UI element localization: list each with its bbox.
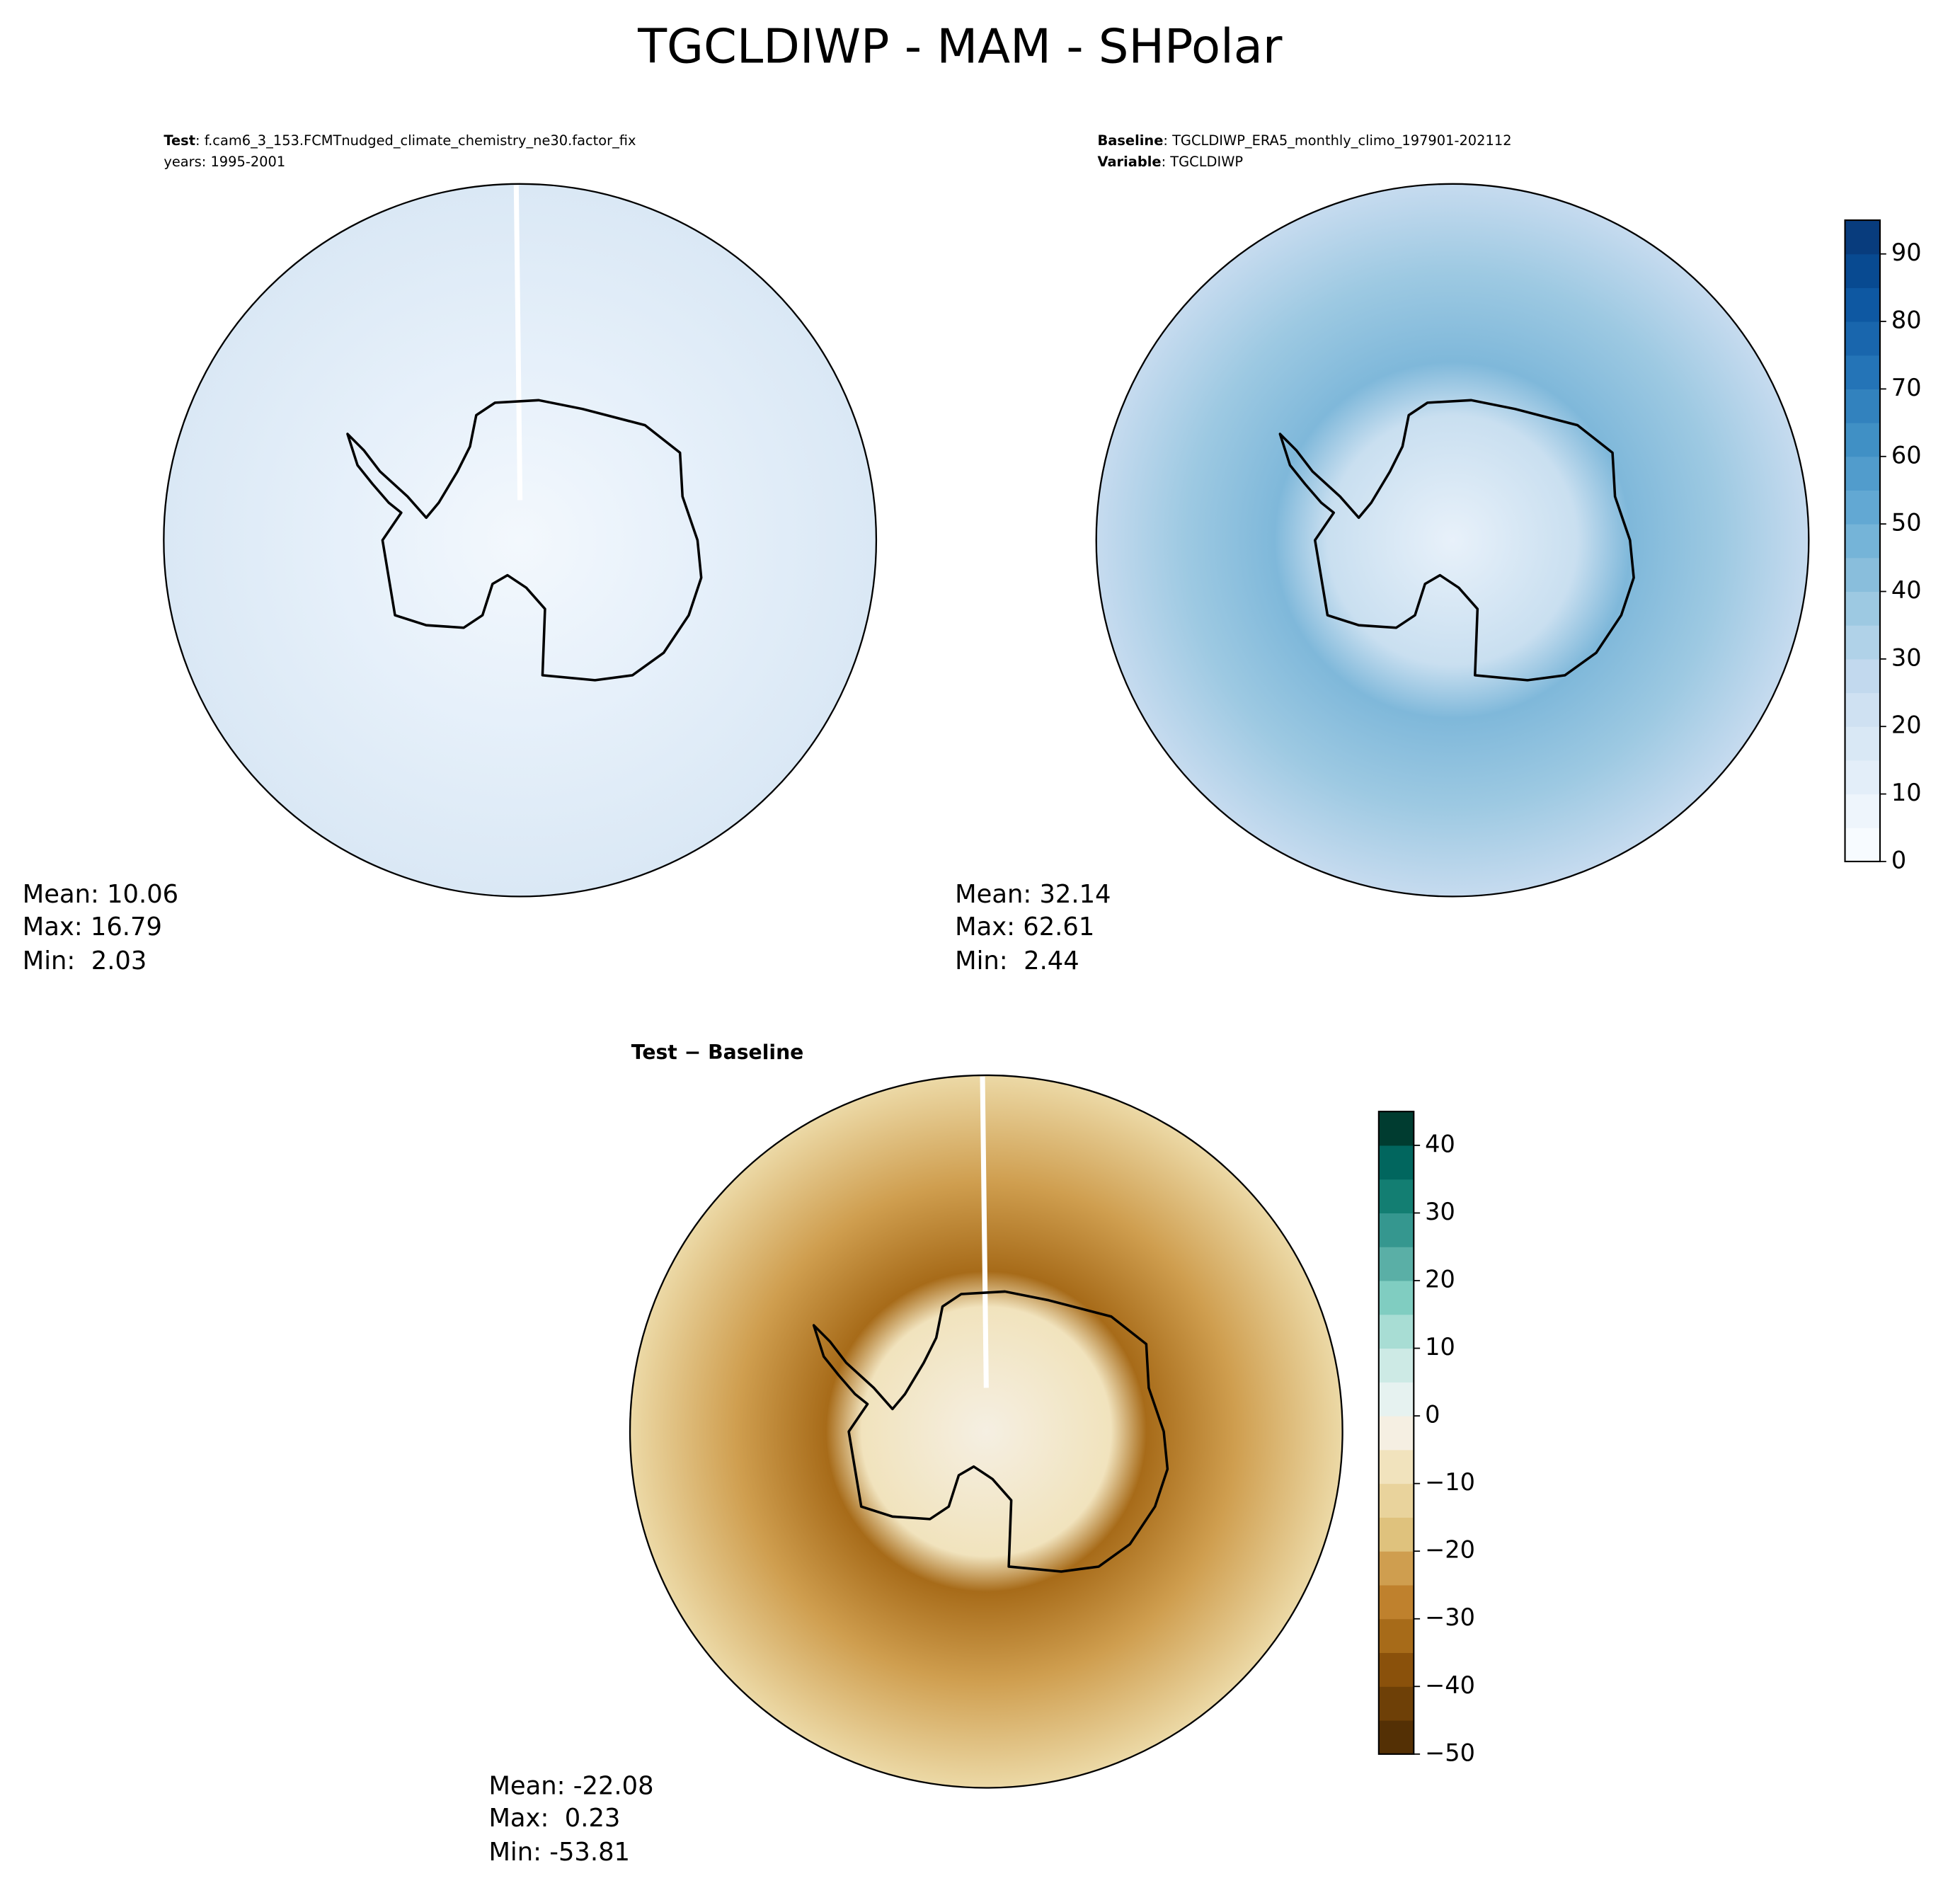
stat: Mean: 10.06 bbox=[23, 880, 178, 909]
colorbar-tick-label: 50 bbox=[1891, 509, 1922, 537]
stat: Max: 16.79 bbox=[23, 912, 162, 942]
stat: Max: 62.61 bbox=[955, 912, 1094, 942]
header-label: Variable bbox=[1097, 154, 1161, 170]
colorbar-level bbox=[1845, 253, 1880, 288]
colorbar-level bbox=[1378, 1551, 1414, 1586]
colorbar-level bbox=[1378, 1247, 1414, 1281]
colorbar-tick-label: 10 bbox=[1425, 1333, 1455, 1361]
colorbar-level bbox=[1378, 1111, 1414, 1146]
colorbar-level bbox=[1845, 760, 1880, 795]
colorbar-level bbox=[1845, 625, 1880, 660]
header-text: : TGCLDIWP bbox=[1162, 154, 1244, 170]
colorbar-tick-label: −50 bbox=[1425, 1739, 1475, 1766]
panel-header: Test: f.cam6_3_153.FCMTnudged_climate_ch… bbox=[164, 132, 636, 149]
colorbar-tick-label: 10 bbox=[1891, 779, 1922, 806]
colorbar-level bbox=[1378, 1686, 1414, 1721]
colorbar-level bbox=[1845, 557, 1880, 593]
colorbar-tick-label: 30 bbox=[1891, 643, 1922, 671]
stat: Mean: -22.08 bbox=[488, 1771, 653, 1800]
colorbar-level bbox=[1378, 1618, 1414, 1654]
colorbar-level bbox=[1378, 1382, 1414, 1417]
header-label: Baseline bbox=[1097, 132, 1163, 149]
colorbar-level bbox=[1845, 456, 1880, 491]
colorbar-level bbox=[1378, 1416, 1414, 1451]
header-text: : f.cam6_3_153.FCMTnudged_climate_chemis… bbox=[195, 132, 636, 149]
colorbar-level bbox=[1845, 423, 1880, 457]
map-panel-2: Baseline: TGCLDIWP_ERA5_monthly_climo_19… bbox=[955, 132, 1810, 976]
colorbar-frame bbox=[1844, 219, 1881, 863]
panel-header: Baseline: TGCLDIWP_ERA5_monthly_climo_19… bbox=[1097, 132, 1511, 149]
colorbar-frame bbox=[1377, 1111, 1415, 1755]
colorbar-level bbox=[1378, 1483, 1414, 1518]
colorbar-tick-label: 70 bbox=[1891, 374, 1922, 401]
colorbar-level bbox=[1845, 321, 1880, 356]
colorbar-tick-label: 30 bbox=[1425, 1198, 1455, 1225]
colorbar-tick-label: −10 bbox=[1425, 1468, 1475, 1496]
header-label: Test − Baseline bbox=[631, 1041, 804, 1064]
header-text: years: 1995-2001 bbox=[164, 154, 285, 170]
colorbar-tick-label: 0 bbox=[1891, 846, 1906, 874]
stat: Min: 2.03 bbox=[23, 946, 147, 976]
colorbar-tick-label: 40 bbox=[1891, 576, 1922, 604]
map bbox=[163, 183, 878, 898]
colorbar-level bbox=[1845, 524, 1880, 559]
colorbar-level bbox=[1845, 794, 1880, 828]
colorbar-tick-label: 80 bbox=[1891, 307, 1922, 334]
colorbar-level bbox=[1845, 828, 1880, 862]
stat: Max: 0.23 bbox=[488, 1804, 620, 1833]
colorbar-level bbox=[1845, 355, 1880, 389]
colorbar-tick-label: 0 bbox=[1425, 1401, 1440, 1429]
stat: Mean: 32.14 bbox=[955, 880, 1111, 909]
header-text: : TGCLDIWP_ERA5_monthly_climo_197901-202… bbox=[1163, 132, 1511, 149]
panel-header: Variable: TGCLDIWP bbox=[1097, 154, 1243, 170]
colorbar-level bbox=[1845, 726, 1880, 761]
header-label: Test bbox=[164, 132, 195, 149]
colorbar-tick-label: 20 bbox=[1425, 1266, 1455, 1293]
seam bbox=[513, 185, 523, 500]
colorbar-level bbox=[1378, 1281, 1414, 1315]
colorbar-level bbox=[1378, 1179, 1414, 1213]
colorbar-level bbox=[1845, 692, 1880, 727]
colorbar-tick-label: −40 bbox=[1425, 1671, 1475, 1699]
colorbar-level bbox=[1845, 287, 1880, 322]
colorbar-level bbox=[1378, 1720, 1414, 1755]
colorbar-tick-label: 90 bbox=[1891, 239, 1922, 266]
stat: Min: -53.81 bbox=[488, 1838, 630, 1867]
colorbar-tick-label: −20 bbox=[1425, 1536, 1475, 1564]
map bbox=[1095, 183, 1810, 898]
figure-title: TGCLDIWP - MAM - SHPolar bbox=[637, 19, 1283, 74]
colorbar-level bbox=[1378, 1348, 1414, 1383]
colorbar-level bbox=[1845, 220, 1880, 255]
map-panel-3: Test − Baseline Mean: -22.08 Max: 0.23 M… bbox=[488, 1041, 1343, 1867]
stat: Min: 2.44 bbox=[955, 946, 1079, 976]
seam bbox=[980, 1076, 989, 1388]
panel-header: Test − Baseline bbox=[631, 1041, 804, 1064]
colorbar-level bbox=[1845, 658, 1880, 694]
colorbar-tick-label: −30 bbox=[1425, 1603, 1475, 1631]
colorbar-level bbox=[1845, 490, 1880, 525]
map-panel-1: Test: f.cam6_3_153.FCMTnudged_climate_ch… bbox=[23, 132, 878, 976]
colorbar-level bbox=[1845, 591, 1880, 626]
colorbar-level bbox=[1378, 1652, 1414, 1687]
colorbar-level bbox=[1378, 1314, 1414, 1349]
colorbar-level bbox=[1378, 1449, 1414, 1484]
panel-header: years: 1995-2001 bbox=[164, 154, 285, 170]
colorbar-level bbox=[1845, 389, 1880, 423]
map bbox=[629, 1074, 1343, 1789]
colorbar-tick-label: 40 bbox=[1425, 1130, 1455, 1157]
colorbar-tick-label: 20 bbox=[1891, 711, 1922, 739]
colorbar-level bbox=[1378, 1213, 1414, 1247]
colorbar-level bbox=[1378, 1145, 1414, 1180]
colorbar-level bbox=[1378, 1584, 1414, 1620]
colorbar-level bbox=[1378, 1517, 1414, 1552]
colorbar-tick-label: 60 bbox=[1891, 441, 1922, 469]
